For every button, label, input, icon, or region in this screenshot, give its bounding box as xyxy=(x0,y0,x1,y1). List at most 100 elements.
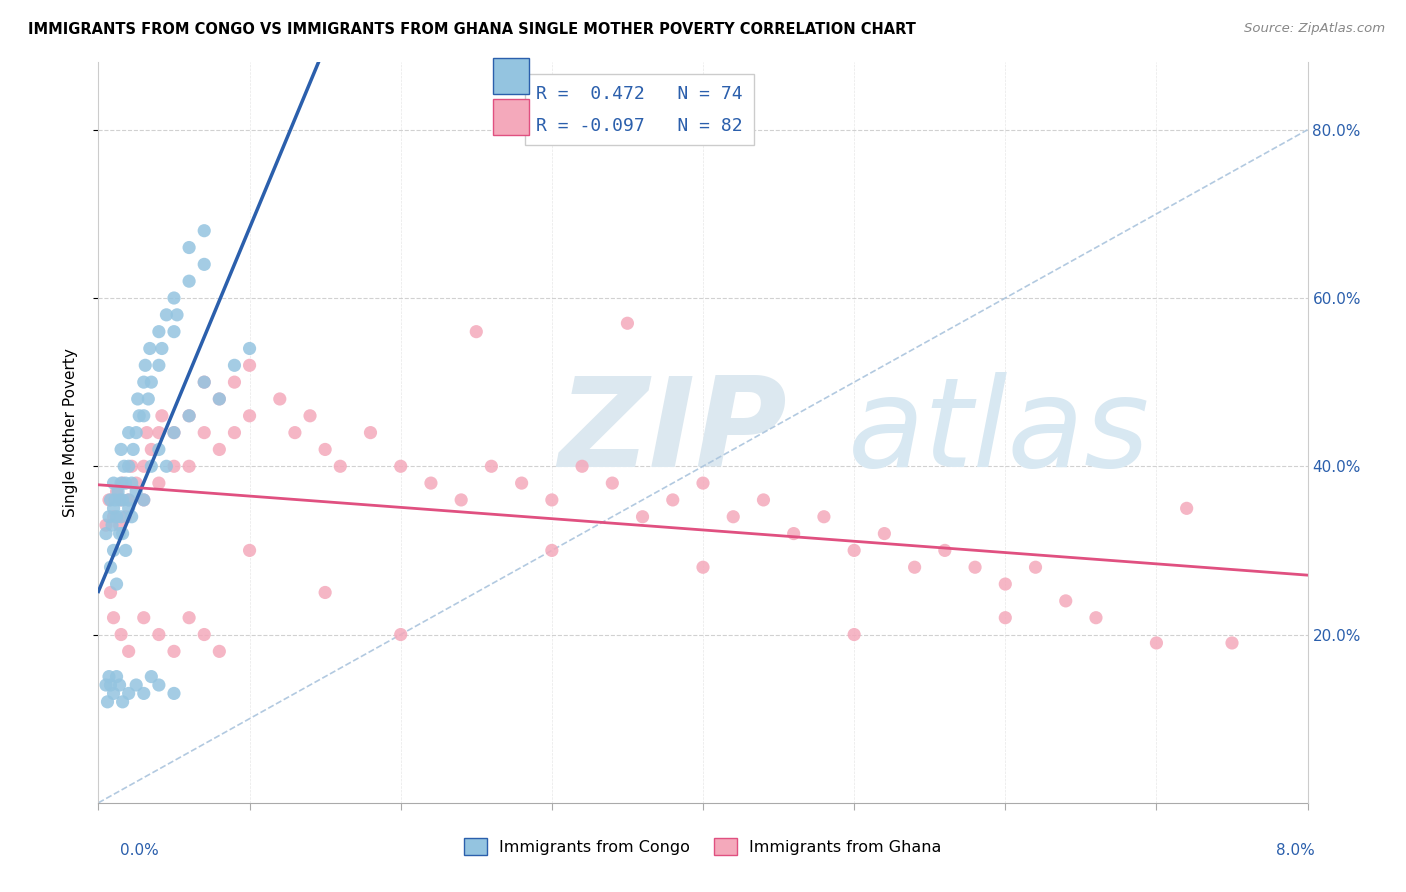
Point xyxy=(125,484,148,499)
Point xyxy=(1085,610,1108,624)
Point xyxy=(107,484,129,499)
Point xyxy=(163,644,186,658)
Text: 8.0%: 8.0% xyxy=(1275,843,1315,858)
Point xyxy=(96,695,118,709)
Point xyxy=(98,670,121,684)
Point xyxy=(631,509,654,524)
Point xyxy=(125,476,148,491)
Point xyxy=(208,392,231,406)
Point xyxy=(163,425,186,440)
Point xyxy=(105,484,128,499)
Point xyxy=(193,224,215,238)
Point xyxy=(110,492,132,507)
Point xyxy=(121,509,143,524)
Point xyxy=(208,442,231,457)
Point xyxy=(269,392,291,406)
Point xyxy=(98,492,121,507)
Point xyxy=(103,543,125,558)
Point xyxy=(208,392,231,406)
Point xyxy=(108,526,131,541)
Text: atlas: atlas xyxy=(848,372,1150,493)
Point xyxy=(101,518,124,533)
Point xyxy=(100,585,122,599)
Point xyxy=(540,543,562,558)
Point xyxy=(132,610,155,624)
Point xyxy=(114,509,136,524)
Point xyxy=(163,459,186,474)
Point xyxy=(148,425,170,440)
Point xyxy=(132,686,155,700)
Point xyxy=(193,257,215,271)
Point xyxy=(118,492,141,507)
Point xyxy=(239,543,262,558)
Point xyxy=(141,670,163,684)
Point xyxy=(299,409,322,423)
Point xyxy=(155,308,177,322)
Point xyxy=(94,518,117,533)
Point xyxy=(284,425,307,440)
Point xyxy=(118,492,141,507)
Point xyxy=(132,492,155,507)
Point xyxy=(239,359,262,373)
Point xyxy=(224,375,246,389)
Point xyxy=(139,342,162,356)
Point xyxy=(104,492,127,507)
Point xyxy=(692,476,714,491)
Point xyxy=(105,509,128,524)
Point xyxy=(98,509,121,524)
Point xyxy=(132,409,155,423)
Point xyxy=(163,425,186,440)
Point xyxy=(103,509,125,524)
Point xyxy=(329,459,352,474)
Point xyxy=(360,425,382,440)
Point xyxy=(813,509,835,524)
Point xyxy=(179,240,201,255)
Point xyxy=(994,577,1017,591)
Point xyxy=(141,459,163,474)
Point xyxy=(150,409,173,423)
Point xyxy=(135,425,157,440)
Point xyxy=(1146,636,1168,650)
Point xyxy=(314,442,336,457)
Point xyxy=(118,425,141,440)
Point xyxy=(121,459,143,474)
Point xyxy=(540,492,562,507)
Point xyxy=(132,459,155,474)
Point xyxy=(1025,560,1047,574)
Point xyxy=(105,670,128,684)
Text: ZIP: ZIP xyxy=(558,372,786,493)
Point xyxy=(118,644,141,658)
Point xyxy=(100,678,122,692)
Point xyxy=(179,274,201,288)
Point xyxy=(723,509,745,524)
Point xyxy=(103,476,125,491)
Point xyxy=(193,425,215,440)
Point xyxy=(389,627,412,641)
Point xyxy=(239,342,262,356)
Point xyxy=(122,442,145,457)
Point xyxy=(389,459,412,474)
Point xyxy=(752,492,775,507)
Point xyxy=(110,442,132,457)
Point xyxy=(94,526,117,541)
Point xyxy=(118,501,141,516)
Point xyxy=(163,325,186,339)
Point xyxy=(111,476,134,491)
Point xyxy=(208,644,231,658)
Point xyxy=(136,392,159,406)
Y-axis label: Single Mother Poverty: Single Mother Poverty xyxy=(63,348,77,517)
Point xyxy=(127,392,149,406)
Point xyxy=(110,627,132,641)
Point xyxy=(465,325,488,339)
Point xyxy=(661,492,683,507)
Text: Source: ZipAtlas.com: Source: ZipAtlas.com xyxy=(1244,22,1385,36)
Point xyxy=(114,543,136,558)
Point xyxy=(141,442,163,457)
Point xyxy=(103,501,125,516)
Point xyxy=(148,325,170,339)
Point xyxy=(844,627,866,641)
Point xyxy=(510,476,533,491)
Point xyxy=(103,610,125,624)
Point xyxy=(150,342,173,356)
Point xyxy=(1054,594,1077,608)
